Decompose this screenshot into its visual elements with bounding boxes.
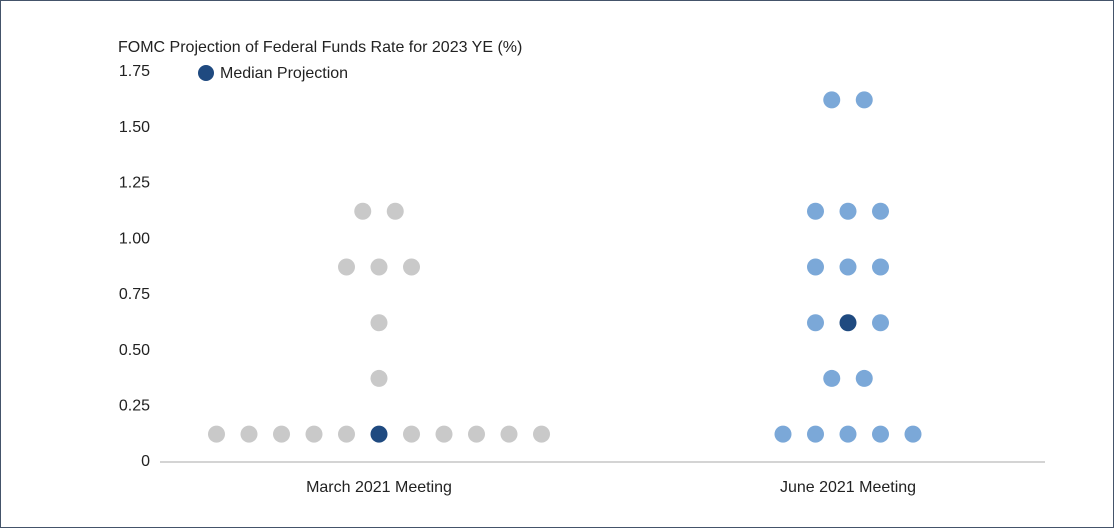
dot xyxy=(872,202,889,220)
dot xyxy=(370,369,388,387)
dot xyxy=(872,258,889,276)
dot xyxy=(403,258,420,276)
median-dot xyxy=(839,314,857,332)
dot xyxy=(855,91,873,109)
dot xyxy=(839,202,857,220)
dot xyxy=(823,369,841,387)
dot xyxy=(468,425,485,443)
dot xyxy=(872,314,889,332)
dot xyxy=(305,425,323,443)
dot xyxy=(338,425,355,443)
dot xyxy=(533,425,550,443)
y-tick-label: 0.50 xyxy=(119,342,150,359)
median-dot xyxy=(370,425,388,443)
legend-label: Median Projection xyxy=(220,65,348,82)
dot xyxy=(839,425,857,443)
dot xyxy=(403,425,420,443)
dot xyxy=(807,202,824,220)
dot xyxy=(435,425,453,443)
dot xyxy=(370,258,388,276)
dot xyxy=(807,314,824,332)
dot xyxy=(807,425,824,443)
dot xyxy=(823,91,841,109)
y-tick-label: 0.25 xyxy=(119,398,150,415)
dot xyxy=(774,425,792,443)
y-tick-label: 0.75 xyxy=(119,286,150,303)
dot xyxy=(855,369,873,387)
dot xyxy=(872,425,889,443)
dot xyxy=(386,202,404,220)
y-tick-label: 1.00 xyxy=(119,230,150,247)
dot xyxy=(354,202,372,220)
dot xyxy=(370,314,388,332)
y-tick-label: 1.25 xyxy=(119,175,150,192)
legend-marker xyxy=(198,65,214,81)
dot xyxy=(338,258,355,276)
dot xyxy=(273,425,290,443)
y-tick-label: 0 xyxy=(141,453,150,470)
x-tick-label: March 2021 Meeting xyxy=(306,479,452,496)
dot xyxy=(807,258,824,276)
x-tick-label: June 2021 Meeting xyxy=(780,479,916,496)
dot xyxy=(500,425,518,443)
dot xyxy=(904,425,922,443)
dot xyxy=(839,258,857,276)
y-tick-label: 1.75 xyxy=(119,63,150,80)
dot xyxy=(240,425,258,443)
chart-title: FOMC Projection of Federal Funds Rate fo… xyxy=(118,39,522,56)
y-tick-label: 1.50 xyxy=(119,119,150,136)
dot xyxy=(208,425,225,443)
